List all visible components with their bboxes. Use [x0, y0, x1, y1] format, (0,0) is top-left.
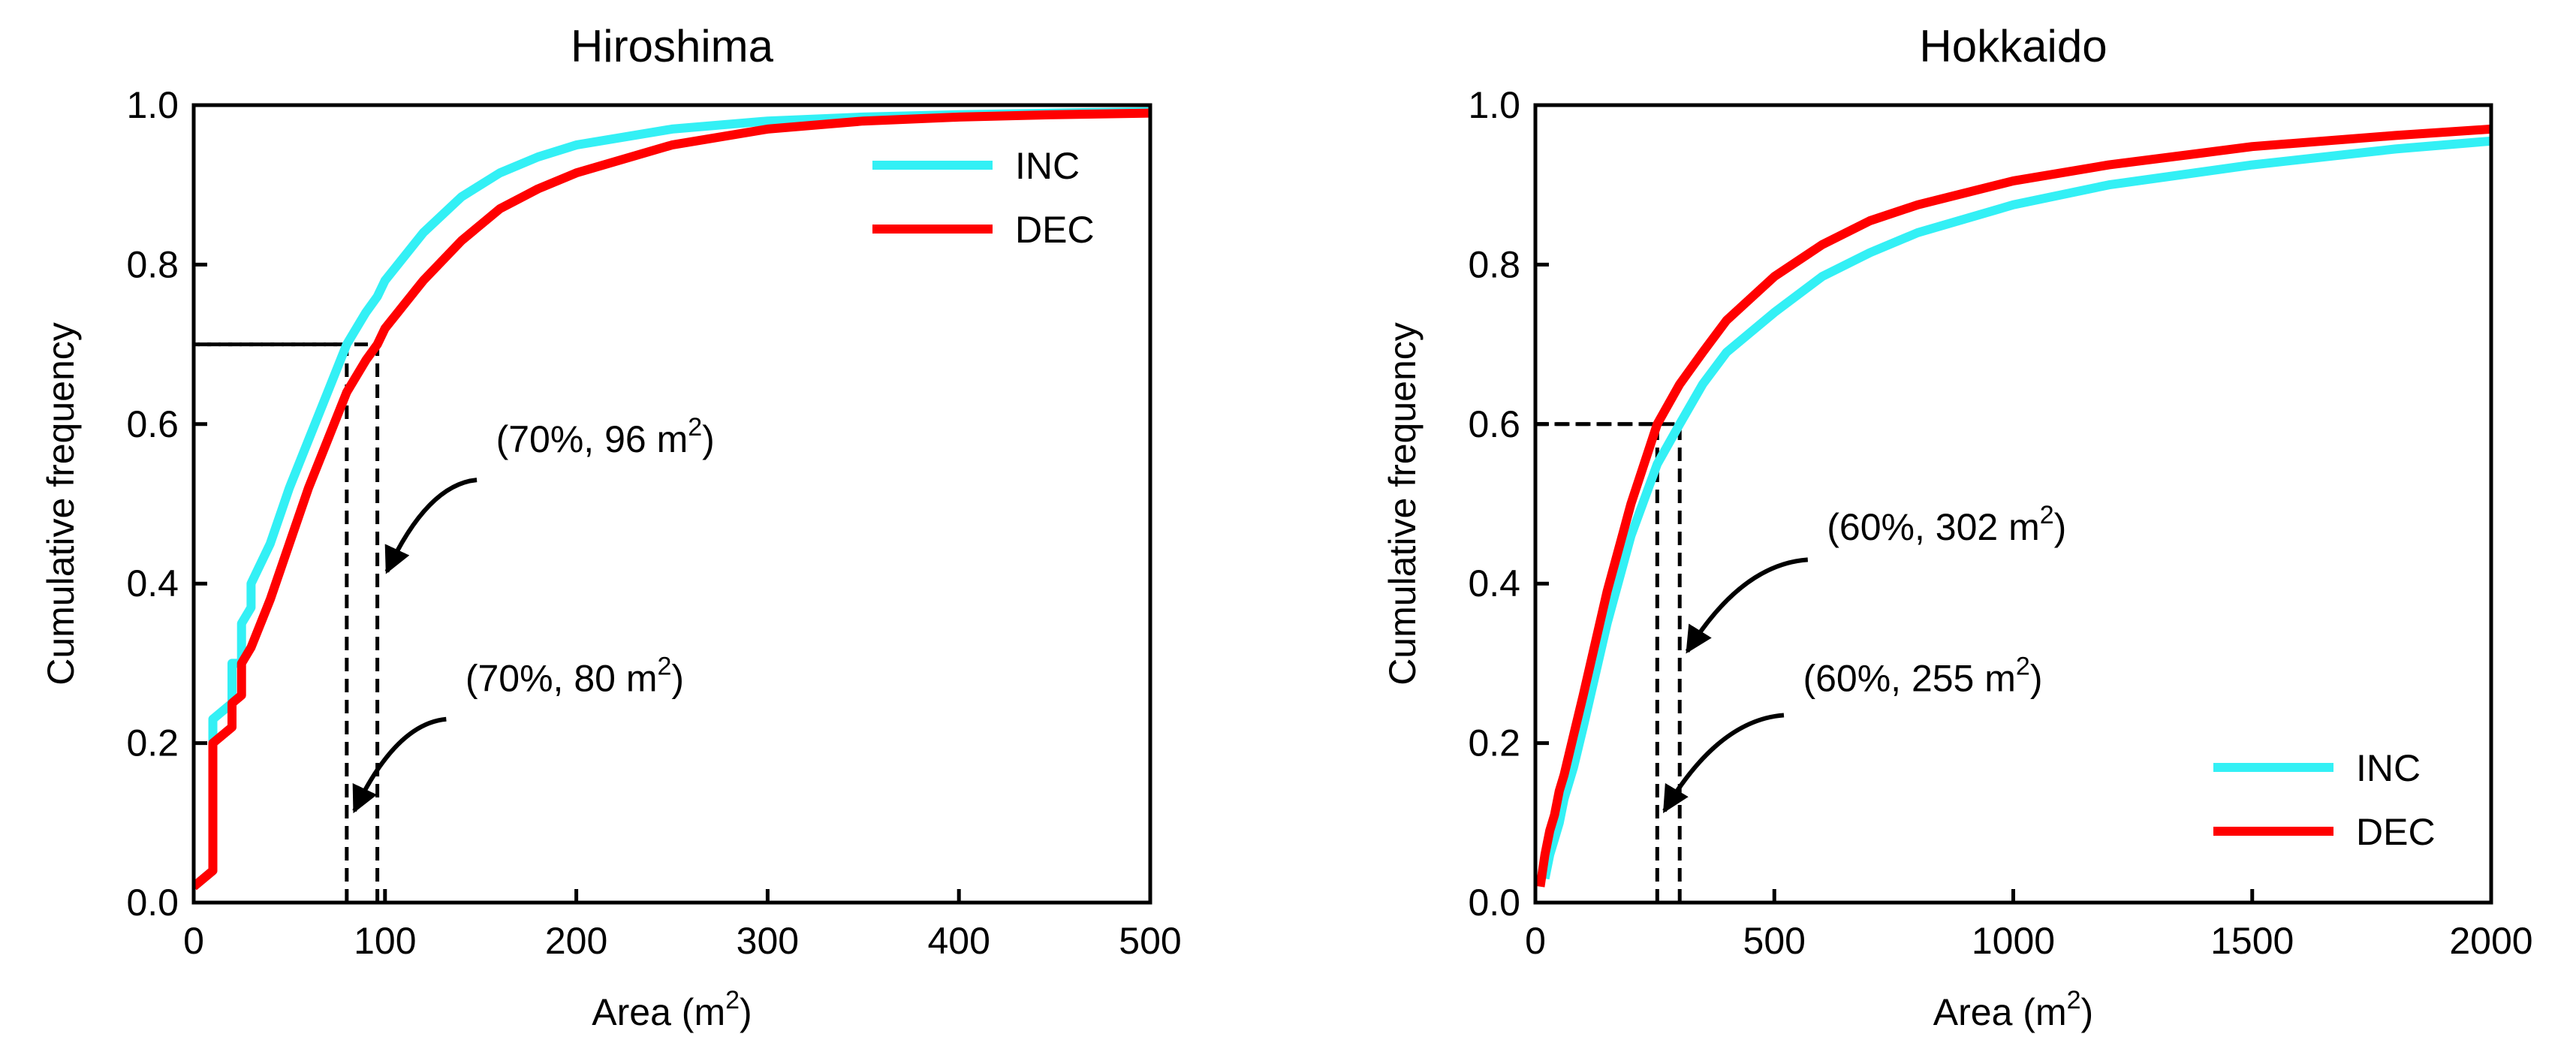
reference-line-1 [194, 342, 380, 903]
plot-frame [1533, 103, 2493, 905]
legend-label-inc: INC [1015, 145, 1080, 187]
x-axis-label-sup: 2 [2067, 986, 2081, 1014]
y-tick-label: 0.6 [126, 403, 179, 445]
annotation-arrow-0 [1685, 557, 1809, 654]
annotation-sup: 2 [657, 653, 671, 681]
y-tick-label: 0.0 [126, 882, 179, 924]
annotation-arrow-1 [1662, 713, 1785, 813]
x-tick-label: 500 [1119, 920, 1181, 962]
x-tick-label: 2000 [2449, 920, 2532, 962]
x-tick-label: 0 [183, 920, 204, 962]
annotation-text: (60%, 302 m [1827, 506, 2039, 548]
legend: INC DEC [872, 145, 1095, 251]
y-tick-label: 0.2 [1468, 722, 1520, 764]
y-tick-label: 0.4 [126, 562, 179, 604]
annotation-text: (70%, 80 m [465, 658, 658, 700]
annotation-0: (60%, 302 m2) [1827, 501, 2066, 548]
y-tick-label: 0.8 [1468, 243, 1520, 285]
legend-label-dec: DEC [1015, 209, 1095, 251]
annotation-1: (60%, 255 m2) [1803, 653, 2042, 700]
reference-line-0 [1535, 422, 1659, 903]
chart-title: Hokkaido [1919, 21, 2107, 71]
annotation-1: (70%, 80 m2) [465, 653, 684, 700]
x-axis-label-suffix: ) [740, 991, 752, 1033]
y-tick-label: 0.2 [126, 722, 179, 764]
y-tick-label: 1.0 [1468, 84, 1520, 126]
x-tick-label: 500 [1743, 920, 1806, 962]
y-tick-label: 0.0 [1468, 882, 1520, 924]
y-axis-label: Cumulative frequency [1381, 322, 1424, 686]
y-axis-label: Cumulative frequency [40, 322, 82, 686]
x-axis-label-text: Area (m [592, 991, 725, 1033]
chart-0: 0 100 200 300 400 500 0.0 0.2 0.4 0.6 0.8 1.0 Hirosh… [40, 21, 1182, 1033]
x-axis-label: Area (m2) [1933, 986, 2093, 1033]
annotation-0: (70%, 96 m2) [496, 413, 715, 460]
annotation-suffix: ) [671, 658, 684, 700]
y-tick-label: 0.6 [1468, 403, 1520, 445]
x-tick-label: 1500 [2210, 920, 2294, 962]
x-tick-label: 1000 [1972, 920, 2055, 962]
annotation-suffix: ) [2054, 506, 2067, 548]
legend: INC DEC [2213, 747, 2436, 853]
x-axis-label-sup: 2 [725, 986, 740, 1014]
legend-label-dec: DEC [2356, 811, 2436, 853]
annotation-arrow-1 [352, 716, 447, 814]
legend-label-inc: INC [2356, 747, 2421, 789]
annotation-suffix: ) [2030, 658, 2043, 700]
annotation-text: (70%, 96 m [496, 418, 688, 460]
chart-1: 0 500 1000 1500 2000 0.0 0.2 0.4 0.6 0.8 1.0 Hokkai… [1381, 21, 2533, 1033]
x-axis-label-suffix: ) [2081, 991, 2094, 1033]
annotation-sup: 2 [2040, 501, 2054, 529]
x-tick-label: 300 [737, 920, 799, 962]
x-tick-label: 0 [1525, 920, 1546, 962]
x-tick-label: 200 [545, 920, 607, 962]
plot-frame [191, 103, 1152, 905]
annotation-sup: 2 [2016, 653, 2030, 681]
annotation-text: (60%, 255 m [1803, 658, 2015, 700]
annotation-arrow-0 [384, 478, 478, 574]
x-tick-label: 100 [354, 920, 416, 962]
x-axis-label: Area (m2) [592, 986, 752, 1033]
annotation-suffix: ) [702, 418, 715, 460]
y-tick-label: 0.4 [1468, 562, 1520, 604]
x-tick-label: 400 [927, 920, 990, 962]
y-tick-label: 1.0 [126, 84, 179, 126]
chart-title: Hiroshima [571, 21, 774, 71]
series-line-dec [194, 108, 1150, 891]
series-line-inc [194, 107, 1150, 891]
reference-line-1 [1535, 422, 1682, 903]
x-axis-label-text: Area (m [1933, 991, 2067, 1033]
series-line-dec [1535, 124, 2491, 888]
series-line-inc [1540, 136, 2491, 880]
annotation-sup: 2 [688, 413, 702, 442]
y-tick-label: 0.8 [126, 243, 179, 285]
